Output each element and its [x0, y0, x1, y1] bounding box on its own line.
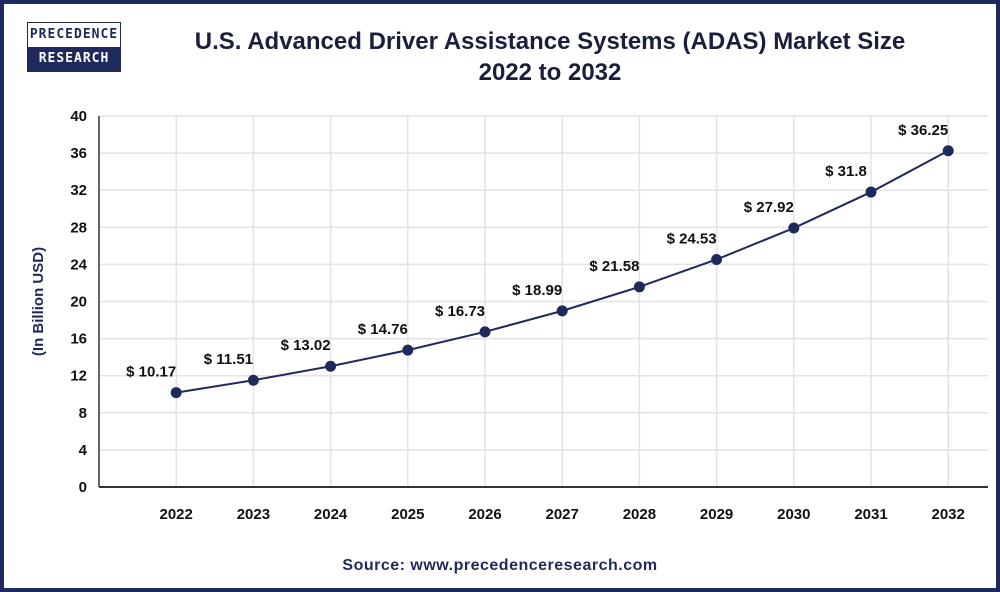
data-label: $ 18.99 [512, 282, 562, 299]
data-label: $ 24.53 [667, 230, 717, 247]
y-tick-label: 32 [70, 182, 87, 199]
data-label: $ 13.02 [281, 337, 331, 354]
title-line1: U.S. Advanced Driver Assistance Systems … [194, 28, 906, 55]
y-tick-label: 20 [70, 294, 87, 311]
x-tick-label: 2030 [777, 506, 810, 523]
x-tick-label: 2029 [700, 506, 733, 523]
x-tick-label: 2026 [468, 506, 501, 523]
data-label: $ 14.76 [358, 321, 408, 338]
y-tick-label: 12 [70, 368, 87, 385]
y-tick-label: 36 [70, 145, 87, 162]
y-tick-label: 8 [79, 405, 87, 422]
x-tick-label: 2031 [854, 506, 887, 523]
data-label: $ 16.73 [435, 303, 485, 320]
data-label: $ 11.51 [204, 351, 253, 368]
logo: PRECEDENCE RESEARCH [27, 22, 121, 72]
y-tick-label: 40 [70, 108, 87, 125]
x-tick-label: 2025 [391, 506, 424, 523]
y-tick-label: 4 [79, 442, 88, 459]
data-label: $ 31.8 [825, 163, 867, 180]
data-label: $ 10.17 [126, 364, 176, 381]
data-label: $ 36.25 [898, 122, 948, 139]
x-tick-label: 2027 [546, 506, 579, 523]
logo-line2: RESEARCH [28, 47, 120, 71]
data-point [556, 305, 568, 317]
data-point [325, 360, 337, 372]
x-tick-label: 2023 [237, 506, 270, 523]
y-axis-label: (In Billion USD) [30, 247, 47, 356]
data-point [402, 344, 414, 356]
logo-line1: PRECEDENCE [28, 23, 120, 47]
data-point [633, 281, 645, 293]
y-tick-label: 0 [79, 479, 87, 496]
data-label: $ 27.92 [744, 199, 794, 216]
data-point [170, 387, 182, 399]
y-tick-label: 28 [70, 219, 87, 236]
y-tick-label: 24 [70, 256, 87, 273]
source-text: Source: www.precedenceresearch.com [342, 557, 658, 574]
data-point [788, 222, 800, 234]
data-point [711, 253, 723, 265]
y-tick-label: 16 [70, 331, 87, 348]
data-label: $ 21.58 [589, 258, 639, 275]
x-tick-label: 2032 [932, 506, 965, 523]
x-tick-label: 2028 [623, 506, 656, 523]
title-line2: 2022 to 2032 [478, 59, 622, 86]
data-point [942, 145, 954, 157]
data-point [865, 186, 877, 198]
x-tick-label: 2022 [160, 506, 193, 523]
x-tick-label: 2024 [314, 506, 348, 523]
data-point [479, 326, 491, 338]
data-point [247, 374, 259, 386]
chart-title: U.S. Advanced Driver Assistance Systems … [130, 26, 970, 88]
